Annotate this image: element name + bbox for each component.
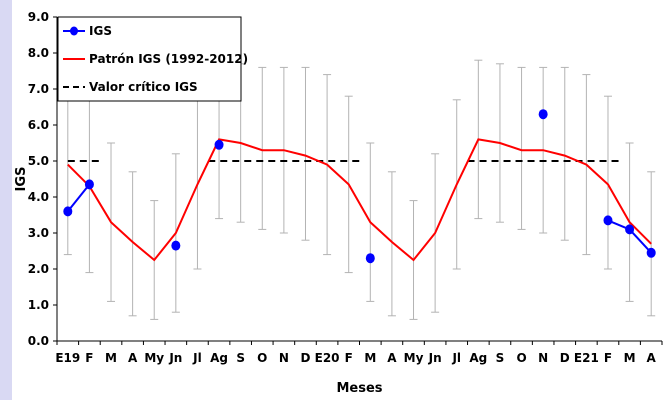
x-tick-label: E19 — [55, 351, 80, 365]
y-tick-label: 1.0 — [28, 298, 49, 312]
igs-point — [63, 206, 73, 217]
x-tick-label: My — [144, 351, 164, 365]
x-tick-label: M — [105, 351, 117, 365]
igs-line-segment — [628, 228, 652, 254]
legend-entry-label: Patrón IGS (1992-2012) — [89, 52, 248, 66]
x-tick-label: S — [496, 351, 505, 365]
x-tick-label: A — [128, 351, 138, 365]
y-axis-label: IGS — [14, 167, 29, 192]
igs-point — [365, 253, 375, 264]
x-tick-label: M — [364, 351, 376, 365]
x-tick-label: Jl — [192, 351, 202, 365]
igs-point — [171, 240, 181, 251]
x-tick-label: Ag — [469, 351, 487, 365]
igs-point — [538, 109, 548, 120]
x-tick-label: F — [85, 351, 93, 365]
x-tick-label: A — [647, 351, 657, 365]
y-tick-label: 7.0 — [28, 82, 49, 96]
igs-point — [646, 247, 656, 258]
legend-entry-label: IGS — [89, 24, 112, 38]
x-tick-label: M — [624, 351, 636, 365]
legend-entry-label: Valor crítico IGS — [89, 80, 198, 94]
x-tick-label: N — [279, 351, 289, 365]
y-tick-label: 8.0 — [28, 46, 49, 60]
x-tick-label: Jn — [168, 351, 182, 365]
x-tick-label: E20 — [315, 351, 340, 365]
y-tick-label: 5.0 — [28, 154, 49, 168]
x-tick-label: A — [387, 351, 397, 365]
igs-point — [214, 139, 224, 150]
x-tick-label: F — [604, 351, 612, 365]
x-tick-label: O — [516, 351, 526, 365]
legend-igs-swatch-marker — [70, 26, 78, 36]
legend-box — [57, 16, 242, 102]
pattern-line-group — [67, 138, 652, 262]
x-tick-label: Ag — [210, 351, 228, 365]
igs-line-segment — [67, 183, 91, 213]
x-tick-label: D — [560, 351, 570, 365]
y-tick-label: 9.0 — [28, 10, 49, 24]
y-tick-label: 6.0 — [28, 118, 49, 132]
y-tick-label: 2.0 — [28, 262, 49, 276]
x-tick-label: E21 — [574, 351, 599, 365]
x-tick-label: O — [257, 351, 267, 365]
igs-series-group — [63, 109, 656, 264]
igs-point — [603, 215, 613, 226]
y-tick-label: 4.0 — [28, 190, 49, 204]
left-border-band — [0, 0, 12, 400]
x-tick-label: My — [404, 351, 424, 365]
x-tick-label: Jl — [451, 351, 461, 365]
y-tick-label: 3.0 — [28, 226, 49, 240]
x-axis-label: Meses — [336, 381, 382, 396]
pattern-line — [67, 138, 652, 262]
x-tick-label: S — [236, 351, 245, 365]
x-tick-label: Jn — [428, 351, 442, 365]
x-tick-label: D — [300, 351, 310, 365]
igs-point — [625, 224, 635, 235]
legend-group: IGS Patrón IGS (1992-2012) Valor crítico I… — [57, 16, 248, 102]
x-tick-label: N — [538, 351, 548, 365]
x-tick-label: F — [345, 351, 353, 365]
y-tick-label: 0.0 — [28, 334, 49, 348]
igs-point — [84, 179, 94, 190]
